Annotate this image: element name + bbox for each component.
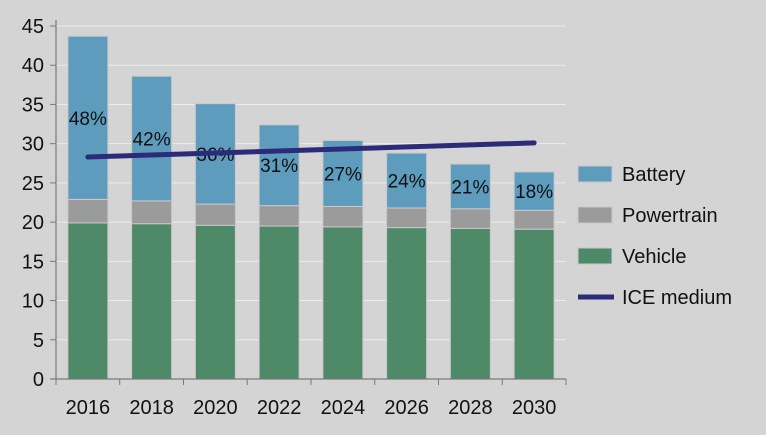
bar-powertrain-2018 [131,200,173,225]
ice-medium-series-line [85,140,537,160]
bar-battery-2016 [67,35,109,200]
bar-powertrain-2020 [194,203,236,226]
bar-vehicle-2026 [386,227,428,380]
bar-percent-label: 24% [388,172,426,193]
bar-stacks [67,35,555,380]
bar-battery-2022 [258,124,300,207]
ice-medium-line [85,140,537,160]
bar-battery-2018 [131,75,173,202]
y-tick-label: 30 [22,134,44,156]
legend-swatch [577,247,613,265]
bar-battery-2030 [513,171,555,211]
y-tick-label: 25 [22,173,44,195]
bar-powertrain-2026 [386,207,428,229]
bar-percent-label: 42% [133,130,171,151]
bar-powertrain-2022 [258,205,300,227]
y-tick-label: 40 [22,55,44,77]
bar-vehicle-2020 [194,224,236,380]
bar-vehicle-2022 [258,225,300,380]
bar-powertrain-2016 [67,198,109,224]
y-tick-label: 45 [22,16,44,38]
legend-label: Vehicle [622,246,687,268]
bar-vehicle-2030 [513,228,555,380]
legend: Battery Powertrain Vehicle ICE medium [577,164,732,309]
bar-vehicle-2018 [131,223,173,380]
legend-swatch [577,165,613,183]
legend-label: Powertrain [622,205,718,227]
bar-vehicle-2024 [322,226,364,380]
x-tick-label: 2026 [384,397,429,419]
bar-vehicle-2016 [67,222,109,380]
bar-percent-label: 31% [260,156,298,177]
bar-percent-label: 27% [324,164,362,185]
bar-powertrain-2028 [449,208,491,229]
x-tick-label: 2030 [512,397,557,419]
bar-percent-label: 21% [451,177,489,198]
bar-battery-2026 [386,152,428,209]
x-tick-label: 2024 [321,397,366,419]
x-tick-label: 2028 [448,397,493,419]
x-tick-label: 2022 [257,397,302,419]
y-tick-label: 20 [22,212,44,234]
x-tick-label: 2018 [129,397,174,419]
x-tick-label: 2020 [193,397,238,419]
y-tick-label: 0 [33,369,44,391]
bar-percent-label: 18% [515,182,553,203]
bar-percent-label: 48% [69,109,107,130]
y-tick-label: 35 [22,94,44,116]
legend-label: ICE medium [622,287,732,309]
bar-vehicle-2028 [449,227,491,380]
y-tick-label: 5 [33,330,44,352]
x-tick-label: 2016 [66,397,111,419]
legend-label: Battery [622,164,685,186]
bar-battery-2028 [449,163,491,210]
tick-labels: 0 5 10 15 20 25 30 35 40 45 2016 2018 2020 2022 2024 20… [22,16,557,419]
bar-powertrain-2030 [513,209,555,230]
y-tick-label: 10 [22,291,44,313]
bar-powertrain-2024 [322,205,364,228]
axes [50,20,567,385]
legend-swatch [577,206,613,224]
y-tick-label: 15 [22,251,44,273]
